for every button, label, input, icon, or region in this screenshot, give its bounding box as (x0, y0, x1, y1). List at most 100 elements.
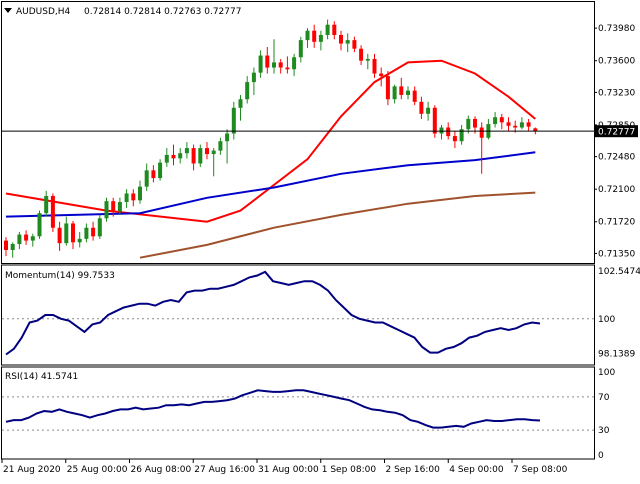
candle-body (285, 67, 290, 70)
candle-body (406, 90, 410, 95)
candle-body (77, 238, 82, 243)
candle-body (352, 40, 357, 49)
candle-body (44, 196, 49, 214)
candle-body (198, 148, 203, 164)
rsi-pane-frame (1, 366, 595, 460)
candle-body (111, 201, 116, 212)
price-tick-label: 0.72850 (598, 121, 635, 131)
candle-body (292, 57, 297, 70)
time-tick-label: 4 Sep 00:00 (449, 465, 504, 475)
symbol-label: AUDUSD,H4 (16, 7, 71, 17)
candle-body (164, 154, 169, 163)
candle-body (117, 202, 122, 212)
candle-body (372, 58, 377, 74)
time-tick-label: 2 Sep 16:00 (386, 465, 441, 475)
time-tick-label: 1 Sep 08:00 (322, 465, 377, 475)
momentum-axis: 102.5474 100 98.1389 (598, 267, 640, 360)
candle-body (359, 48, 364, 61)
time-tick-label: 7 Sep 08:00 (513, 465, 568, 475)
candle-body (312, 30, 317, 42)
candle-body (10, 244, 15, 251)
candle-body (513, 125, 518, 128)
candle-body (473, 118, 477, 128)
candle-body (432, 107, 437, 134)
candle-body (466, 118, 471, 130)
candle-body (325, 24, 330, 35)
momentum-pane-frame (1, 264, 595, 366)
candle-body (519, 122, 524, 128)
main-pane-frame (1, 1, 595, 264)
candle-body (265, 55, 270, 68)
price-plot (2, 19, 594, 259)
rsi-tick-label: 70 (598, 393, 610, 403)
candle-body (499, 117, 504, 123)
moving-average-line-0 (5, 59, 536, 223)
price-axis: 0.72777 0.73980 0.73600 0.73230 0.72850 0.724… (594, 24, 638, 259)
candle-body (446, 127, 451, 137)
candle-body (138, 186, 142, 201)
candle-body (272, 62, 276, 68)
candle-body (419, 101, 424, 114)
candle-body (251, 72, 256, 83)
candle-body (158, 162, 163, 179)
candle-body (339, 34, 343, 44)
momentum-tick-label: 100 (598, 315, 615, 325)
candle-body (365, 58, 370, 61)
candle-body (144, 170, 149, 187)
candle-body (278, 62, 283, 68)
momentum-tick-label: 98.1389 (598, 350, 635, 360)
candle-body (64, 223, 69, 244)
candle-body (218, 141, 223, 151)
price-tick-label: 0.73230 (598, 88, 635, 98)
candle-body (211, 150, 216, 155)
candle-body (178, 153, 183, 159)
price-tick-label: 0.71720 (598, 218, 635, 228)
candle-body (305, 30, 310, 41)
price-tick-label: 0.73600 (598, 57, 635, 67)
price-tick-label: 0.72100 (598, 185, 635, 195)
rsi-tick-label: 30 (598, 426, 610, 436)
candle-body (452, 136, 457, 142)
candle-body (84, 227, 89, 239)
candle-body (385, 76, 390, 100)
candle-body (439, 127, 444, 134)
candle-body (506, 122, 511, 126)
candle-body (171, 154, 176, 159)
candle-body (426, 107, 431, 114)
price-tick-label: 0.72480 (598, 153, 635, 163)
dropdown-arrow-icon[interactable] (4, 8, 12, 13)
time-tick-label: 27 Aug 16:00 (194, 465, 255, 475)
momentum-tick-label: 102.5474 (598, 267, 640, 277)
candle-body (399, 86, 404, 95)
momentum-line (5, 270, 541, 356)
candle-body (318, 34, 323, 42)
rsi-label: RSI(14) 41.5741 (5, 372, 78, 382)
price-tick-label: 0.71350 (598, 249, 635, 259)
candle-body (459, 129, 464, 142)
candle-body (379, 73, 384, 77)
time-tick-label: 31 Aug 00:00 (258, 465, 319, 475)
candle-body (17, 234, 22, 245)
candle-body (493, 117, 498, 125)
moving-average-line-1 (5, 151, 536, 218)
candle-body (71, 223, 75, 243)
momentum-label: Momentum(14) 99.7533 (5, 271, 115, 281)
rsi-plot (2, 389, 594, 431)
candle-body (258, 55, 263, 73)
current-price-tag (595, 125, 638, 138)
candle-body (91, 227, 96, 237)
candle-body (392, 86, 397, 100)
candle-body (479, 127, 484, 138)
rsi-axis: 100 70 30 0 (598, 368, 615, 461)
candle-body (104, 201, 109, 219)
candle-body (30, 236, 35, 241)
candle-body (231, 107, 236, 134)
candle-body (24, 234, 29, 241)
time-axis: 21 Aug 2020 25 Aug 00:00 26 Aug 08:00 27 Au… (1, 459, 568, 475)
candle-body (533, 128, 538, 131)
time-tick-label: 26 Aug 08:00 (131, 465, 192, 475)
candle-body (205, 148, 209, 155)
candle-body (151, 170, 156, 179)
